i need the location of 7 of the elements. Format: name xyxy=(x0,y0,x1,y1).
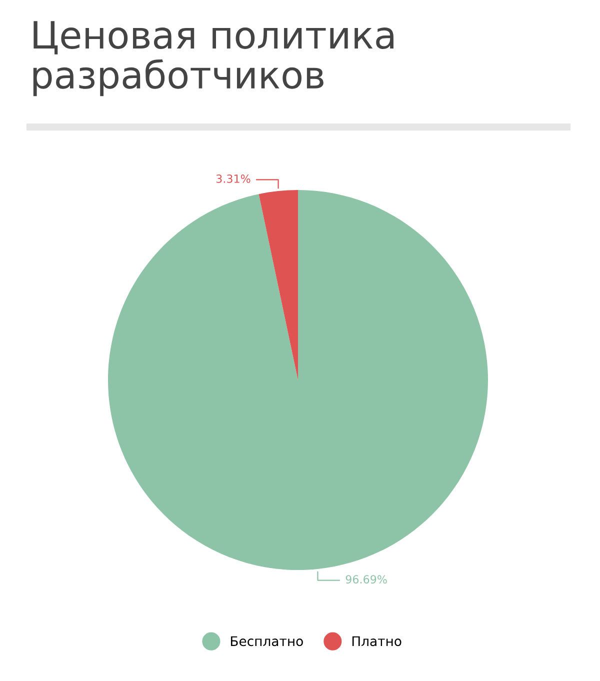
legend-label: Платно xyxy=(352,636,402,646)
chart-title: Ценовая политика разработчиков xyxy=(33,21,394,96)
data-label: 96.69% xyxy=(346,575,387,584)
legend-label: Бесплатно xyxy=(230,636,303,646)
data-label: 3.31% xyxy=(216,174,250,183)
pie-slice xyxy=(108,190,488,570)
pie-slice xyxy=(258,190,298,380)
